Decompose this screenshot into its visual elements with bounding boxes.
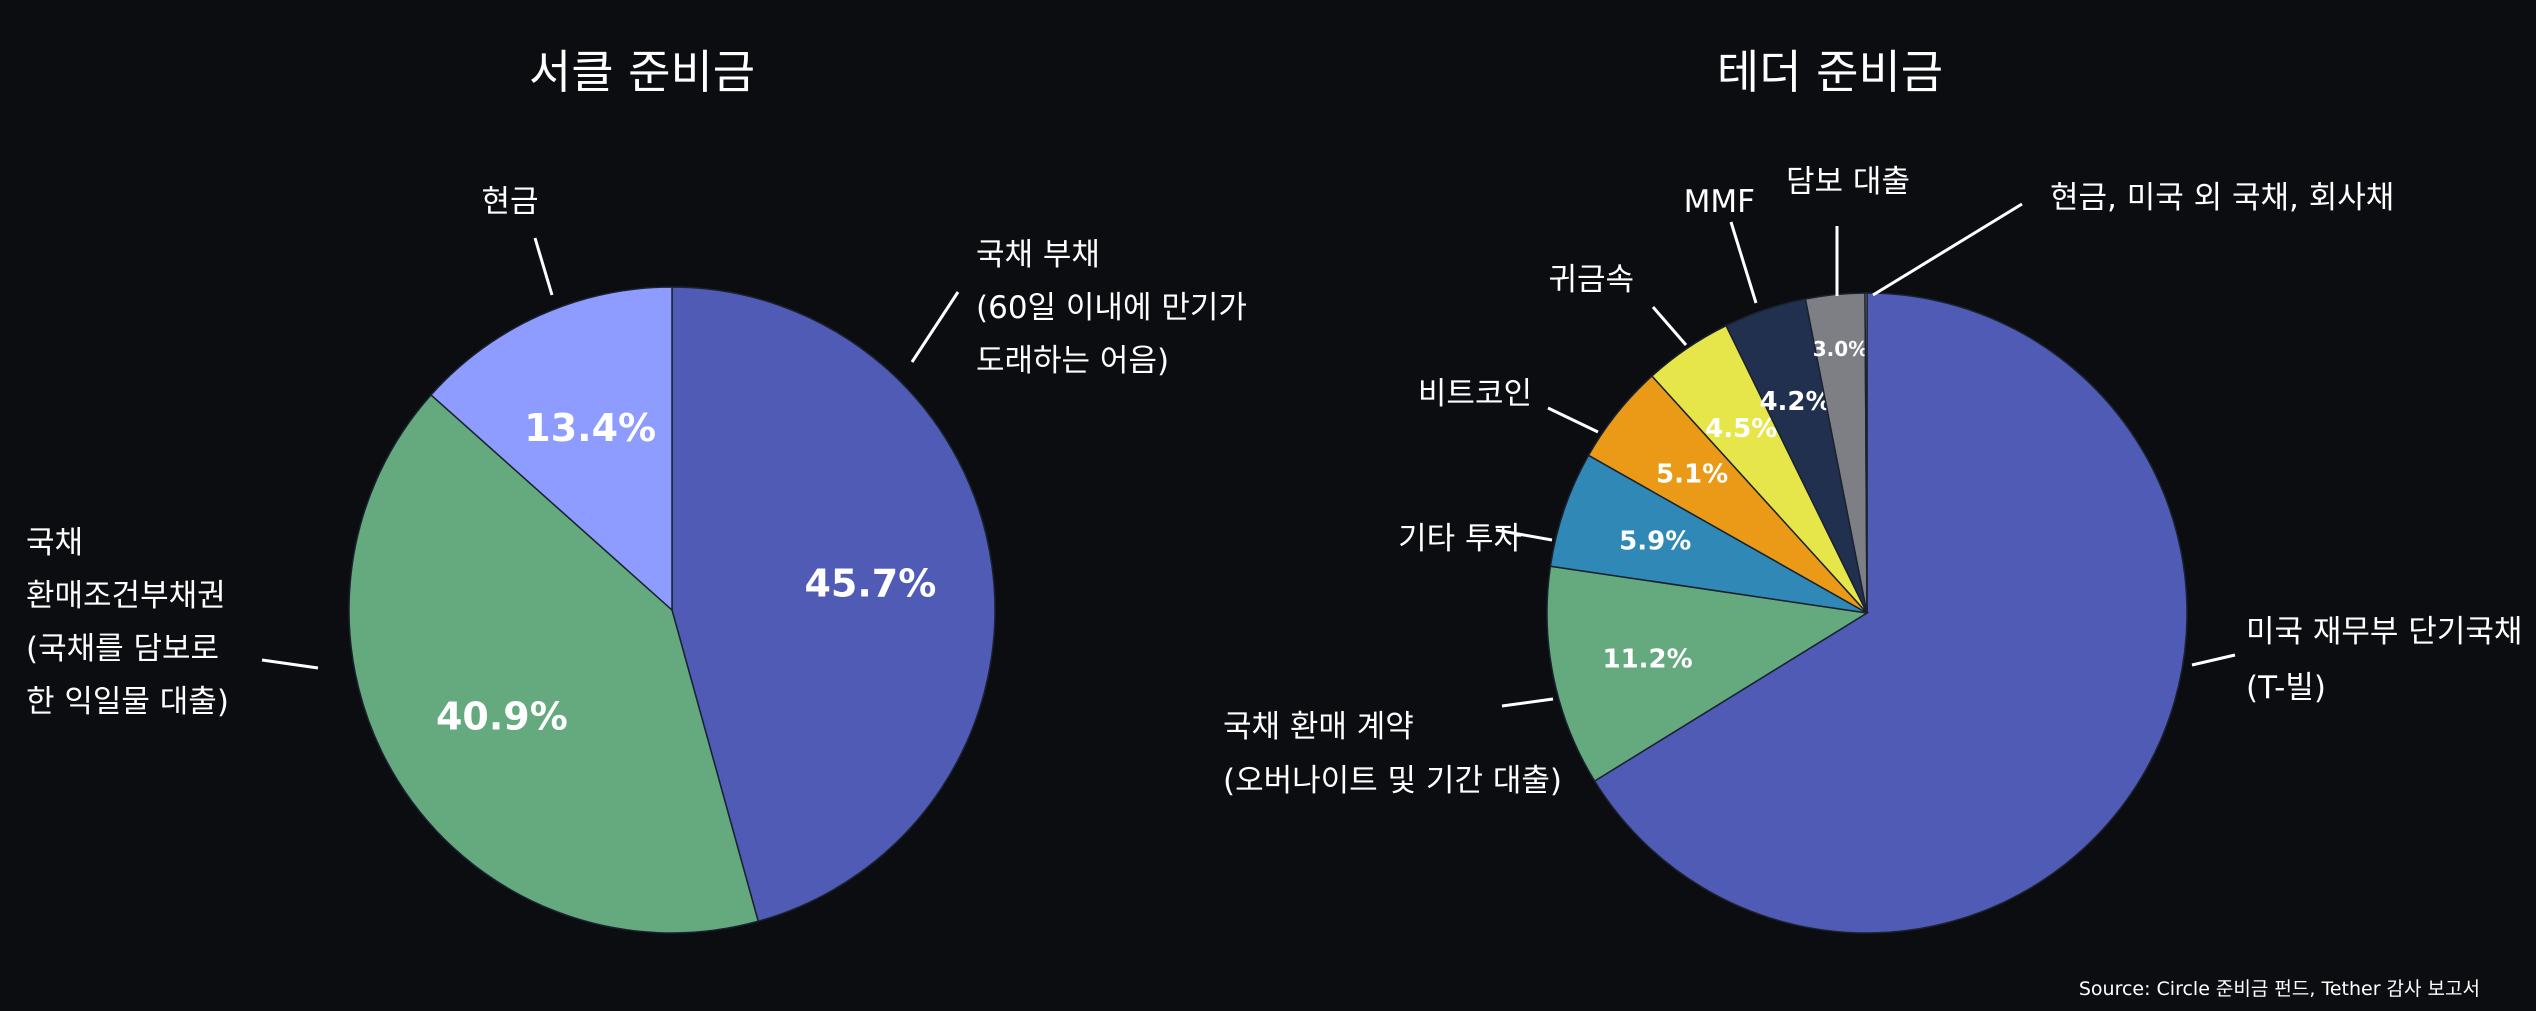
leader-line — [1651, 306, 1688, 346]
leader-line — [1872, 202, 2023, 297]
category-label-국채-환매-계약: 국채 환매 계약 (오버나이트 및 기간 대출) — [1223, 709, 1562, 799]
category-label-국채: 국채 환매조건부채권 (국채를 담보로 한 익일물 대출) — [26, 525, 229, 720]
pie-slice-국채-부채 — [671, 286, 996, 923]
category-label-귀금속: 귀금속 — [1548, 262, 1634, 298]
leader-line — [2191, 653, 2236, 667]
slice-percent-label: 13.4% — [524, 406, 656, 450]
pie-slice-국채 — [348, 393, 760, 934]
leader-line — [1495, 528, 1553, 542]
category-label-미국-재무부-단기국채: 미국 재무부 단기국채 (T-빌) — [2246, 614, 2522, 706]
category-label-기타-투자: 기타 투자 — [1398, 521, 1522, 557]
slice-percent-label: 40.9% — [436, 694, 568, 738]
leader-line — [1547, 406, 1599, 434]
slice-percent-label: 4.5% — [1705, 414, 1777, 444]
circle-reserves-pie: 45.7% 40.9% 13.4% 국채 부채 (60일 이내에 만기가 도래하는 어음)… — [26, 184, 1247, 934]
leader-line — [1501, 697, 1554, 708]
tether-reserves-title: 테더 준비금 — [1717, 45, 1943, 99]
slice-percent-label: 4.2% — [1759, 387, 1831, 417]
category-label-국채-부채: 국채 부채 (60일 이내에 만기가 도래하는 어음) — [976, 237, 1247, 379]
slice-percent-label: 11.2% — [1602, 645, 1692, 675]
source-note: Source: Circle 준비금 펀드, Tether 감사 보고서 — [2079, 978, 2480, 1000]
leader-line — [910, 291, 960, 363]
slice-percent-label: 5.9% — [1619, 527, 1691, 557]
pie-slice-미국-재무부-단기국채 — [1593, 292, 2188, 934]
category-label-비트코인: 비트코인 — [1418, 376, 1532, 412]
tether-reserves-pie: 11.2% 5.9% 5.1% 4.5%4.2% 3.0% 미국 재무부 단기국채 (T-빌… — [1223, 164, 2522, 934]
leader-line — [261, 658, 319, 670]
category-label-현금-미국-외-국채-회사채: 현금, 미국 외 국채, 회사채 — [2050, 180, 2394, 216]
leader-line — [1729, 221, 1758, 304]
pie-slice-현금 — [430, 286, 673, 612]
category-label-담보-대출: 담보 대출 — [1786, 164, 1910, 200]
pie-slice-현금-미국-외-국채-회사채 — [1864, 292, 1868, 614]
slice-percent-label: 5.1% — [1656, 460, 1728, 490]
leader-line — [533, 237, 554, 296]
pie-slice-국채-환매-계약 — [1546, 565, 1870, 783]
circle-reserves-title: 서클 준비금 — [529, 45, 755, 99]
slice-percent-label: 45.7% — [804, 562, 936, 606]
category-label-현금: 현금 — [481, 184, 538, 220]
slice-percent-label: 3.0% — [1813, 337, 1868, 361]
category-label-mmf: MMF — [1684, 184, 1755, 220]
